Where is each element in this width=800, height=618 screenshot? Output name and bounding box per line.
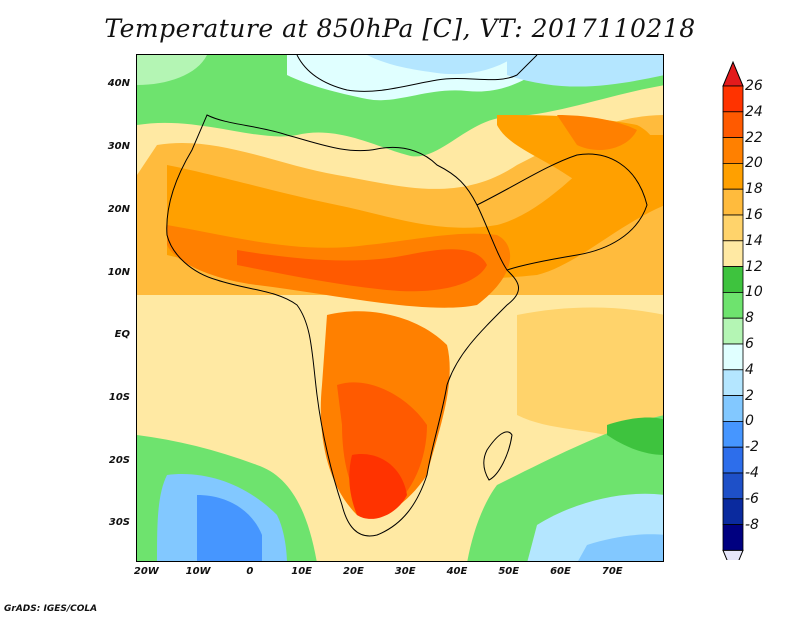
colorbar-segment: [722, 163, 744, 190]
lat-tick-label: 30N: [107, 141, 130, 153]
lat-tick-label: EQ: [114, 329, 130, 341]
colorbar-tick-label: 26: [745, 78, 763, 94]
colorbar-segment: [722, 369, 744, 396]
colorbar-segment: [722, 214, 744, 242]
colorbar-segment: [722, 343, 744, 371]
colorbar-segment: [722, 472, 744, 500]
lon-tick-label: 0: [246, 566, 254, 577]
colorbar-segment: [722, 395, 744, 422]
colorbar-segment: [722, 446, 744, 474]
colorbar-segment: [722, 85, 744, 113]
colorbar-segment: [722, 291, 744, 319]
colorbar-tick-label: 24: [745, 103, 763, 120]
colorbar-top-arrow: [722, 60, 744, 87]
colorbar-tick-label: -4: [745, 465, 759, 481]
temperature-map: [136, 54, 664, 562]
colorbar-tick-label: 6: [745, 336, 754, 352]
colorbar-tick-label: 12: [745, 258, 763, 275]
temperature-field: [137, 55, 663, 561]
grads-credit: GrADS: IGES/COLA: [4, 604, 98, 614]
lon-tick-label: 20E: [343, 566, 364, 577]
lon-tick-label: 40E: [446, 566, 468, 577]
colorbar-tick-label: 0: [745, 413, 754, 430]
colorbar-segment: [722, 188, 744, 216]
colorbar-bottom-arrow: [722, 549, 744, 560]
colorbar-tick-label: 20: [745, 155, 763, 172]
colorbar-segment: [722, 498, 744, 525]
lon-tick-label: 10W: [185, 566, 211, 577]
lon-tick-label: 50E: [498, 566, 520, 577]
lat-tick-label: 10N: [107, 266, 130, 278]
colorbar-segment: [722, 266, 744, 293]
lat-tick-label: 20S: [108, 454, 130, 466]
colorbar-tick-label: 2: [745, 387, 754, 404]
colorbar-segment: [722, 137, 744, 164]
colorbar-segment: [722, 420, 744, 448]
colorbar-segment: [722, 111, 744, 138]
colorbar-tick-label: -6: [745, 490, 759, 507]
lon-tick-label: 30E: [394, 566, 416, 577]
colorbar-tick-label: 4: [745, 361, 754, 378]
colorbar-tick-label: 14: [745, 232, 763, 249]
lon-tick-label: 70E: [601, 566, 623, 577]
colorbar-segment: [722, 317, 744, 345]
colorbar-segment: [722, 240, 744, 268]
colorbar-tick-label: 10: [745, 284, 763, 301]
colorbar-tick-label: 22: [745, 129, 763, 146]
colorbar-segment: [722, 524, 744, 551]
map-title: Temperature at 850hPa [C], VT: 201711021…: [104, 14, 696, 43]
lon-tick-label: 60E: [550, 566, 571, 577]
colorbar-tick-label: 8: [745, 310, 754, 327]
lat-tick-label: 10S: [108, 391, 130, 403]
lon-tick-label: 20W: [133, 566, 159, 577]
lat-tick-label: 20N: [107, 203, 130, 215]
lon-tick-label: 10E: [291, 566, 313, 577]
lat-tick-label: 40N: [107, 78, 130, 90]
colorbar: [722, 60, 744, 560]
colorbar-tick-label: 18: [745, 181, 763, 198]
colorbar-tick-label: 16: [745, 207, 763, 223]
colorbar-tick-label: -2: [745, 439, 759, 456]
colorbar-tick-label: -8: [745, 516, 759, 533]
lat-tick-label: 30S: [108, 517, 130, 529]
